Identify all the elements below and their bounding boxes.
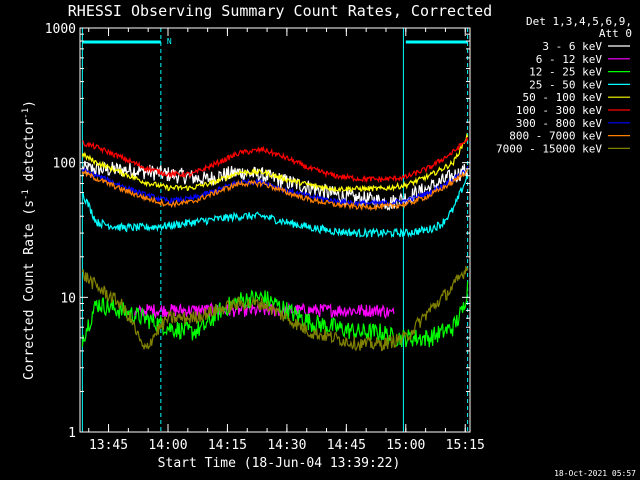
series-line-2 <box>81 281 469 348</box>
footer-timestamp: 18-Oct-2021 05:57 <box>554 469 636 478</box>
legend-header-1: Det 1,3,4,5,6,9, <box>526 15 632 28</box>
legend-label-6: 300 - 800 keV <box>516 117 602 130</box>
x-tick-label-6: 15:15 <box>446 438 485 453</box>
series-line-7 <box>81 168 469 212</box>
legend-label-3: 25 - 50 keV <box>529 78 602 91</box>
y-axis-label-sup2: -1 <box>21 108 31 119</box>
x-tick-label-2: 14:15 <box>208 438 247 453</box>
series-line-3 <box>81 174 469 239</box>
plot-frame <box>79 27 471 433</box>
y-axis-label-sup1: -1 <box>21 189 31 200</box>
series-line-1 <box>134 302 395 320</box>
plot-series <box>81 132 469 352</box>
legend-label-8: 7000 - 15000 keV <box>496 142 602 155</box>
y-tick-label-1: 10 <box>60 291 76 306</box>
plot-overlays: N <box>81 28 469 432</box>
x-tick-label-4: 14:45 <box>327 438 366 453</box>
y-tick-label-3: 1000 <box>45 22 76 37</box>
x-tick-label-3: 14:30 <box>267 438 306 453</box>
plot-border <box>79 27 471 433</box>
series-line-8 <box>81 266 469 352</box>
legend-label-7: 800 - 7000 keV <box>509 130 602 143</box>
series-line-5 <box>82 137 469 184</box>
chart-title: RHESSI Observing Summary Count Rates, Co… <box>68 2 492 20</box>
legend-label-1: 6 - 12 keV <box>536 53 603 66</box>
y-axis-label-mid: detector <box>22 119 37 190</box>
x-tick-label-1: 14:00 <box>148 438 187 453</box>
y-tick-label-2: 100 <box>53 157 76 172</box>
legend-label-5: 100 - 300 keV <box>516 104 602 117</box>
x-axis: 13:45 14:00 14:15 14:30 14:45 15:00 15:15 <box>88 28 485 453</box>
series-line-0 <box>81 160 469 212</box>
x-tick-label-5: 15:00 <box>386 438 425 453</box>
y-axis: 1 10 100 1000 <box>45 22 470 441</box>
legend-label-2: 12 - 25 keV <box>529 66 602 79</box>
legend-label-0: 3 - 6 keV <box>542 40 602 53</box>
top-marker-label: N <box>167 37 172 46</box>
y-tick-label-0: 1 <box>68 426 76 441</box>
x-tick-label-0: 13:45 <box>89 438 128 453</box>
y-axis-label-end: ) <box>22 100 37 108</box>
y-axis-label: Corrected Count Rate (s-1 detector-1) <box>21 100 37 380</box>
x-axis-label: Start Time (18-Jun-04 13:39:22) <box>158 456 401 471</box>
legend-header-2: Att 0 <box>599 27 632 40</box>
series-line-4 <box>81 132 469 193</box>
legend-label-4: 50 - 100 keV <box>523 91 603 104</box>
y-axis-label-main: Corrected Count Rate (s <box>22 200 37 380</box>
